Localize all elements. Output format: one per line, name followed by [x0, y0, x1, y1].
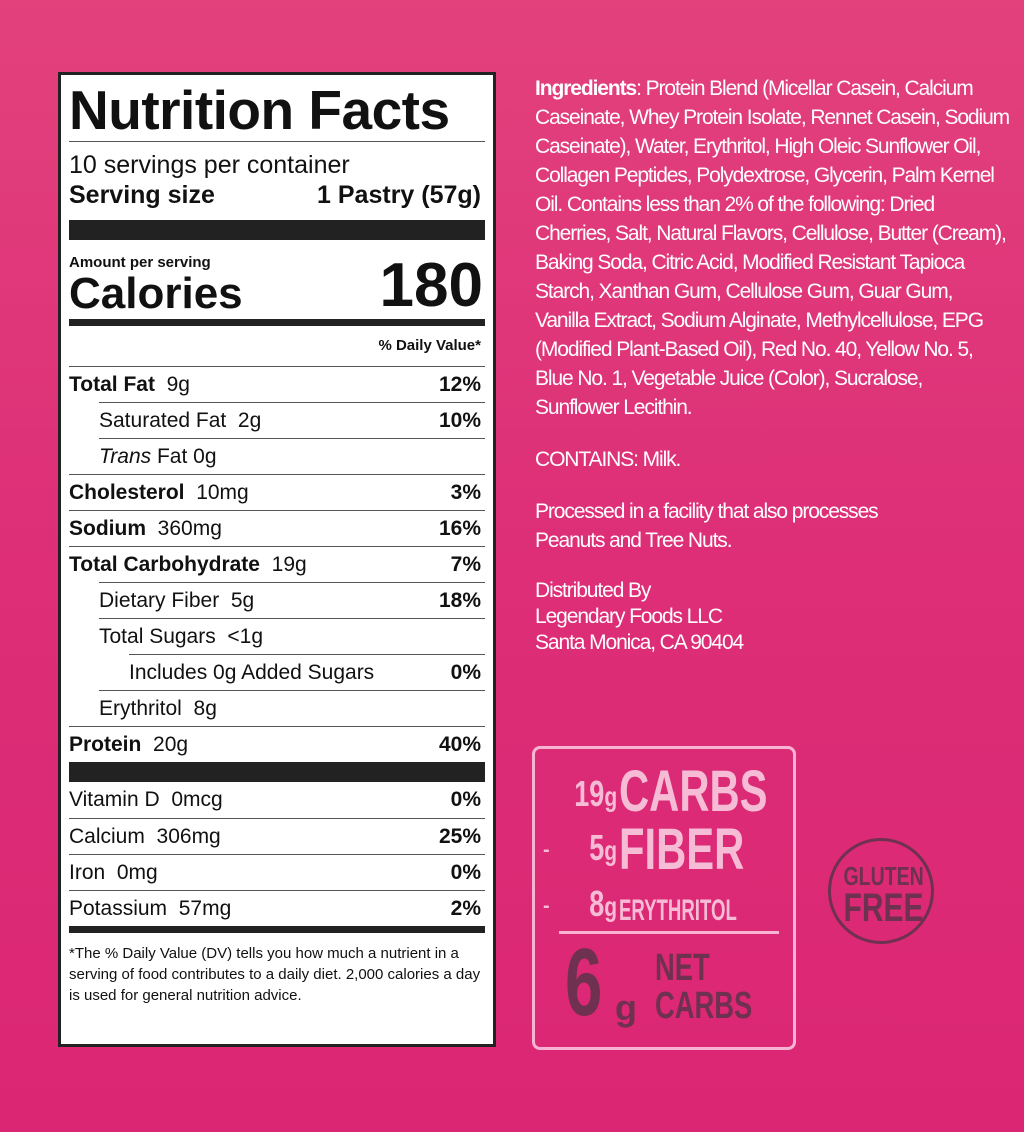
nutrient-name: Dietary Fiber 5g [99, 588, 255, 612]
divider-thick [69, 220, 485, 240]
facility-warning: Processed in a facility that also proces… [535, 500, 879, 552]
nutrient-row: Cholesterol 10mg 3% [69, 474, 485, 510]
divider-thick [69, 762, 485, 782]
divider-medium [69, 319, 485, 326]
badge-line1: GLUTEN [843, 861, 924, 891]
nutrient-daily-value: 10% [438, 408, 481, 432]
nutrient-daily-value: 18% [438, 588, 481, 612]
serving-size-value: 1 Pastry (57g) [317, 181, 481, 209]
vitamin-row: Potassium 57mg 2% [69, 890, 485, 926]
footnote: *The % Daily Value (DV) tells you how mu… [69, 945, 481, 1004]
vitamin-daily-value: 0% [450, 788, 481, 811]
nutrient-row: Sodium 360mg 16% [69, 510, 485, 546]
vitamin-daily-value: 0% [450, 860, 481, 884]
badge-line2: FREE [843, 886, 924, 930]
gluten-free-badge: GLUTEN FREE [828, 838, 934, 944]
vitamin-daily-value: 2% [450, 896, 481, 920]
nutrient-row: Erythritol 8g [99, 690, 485, 726]
nutrient-name: Trans Fat 0g [99, 444, 217, 468]
servings-per-container: 10 servings per container [69, 151, 350, 179]
calories-label: Calories [69, 269, 243, 318]
ingredients: Ingredients: Protein Blend (Micellar Cas… [535, 74, 1010, 422]
nutrition-facts-label: Nutrition Facts 10 servings per containe… [58, 72, 496, 1047]
net-carbs-result: 6 g NET CARBS [565, 929, 753, 1036]
nutrient-daily-value: 16% [438, 516, 481, 540]
nutrient-name: Cholesterol 10mg [69, 480, 249, 504]
nutrient-daily-value: 12% [438, 372, 481, 396]
calories: Calories 180 [69, 253, 485, 319]
nutrient-name: Total Sugars <1g [99, 624, 264, 648]
nutrient-name: Protein 20g [69, 732, 189, 756]
daily-value-header: % Daily Value* [378, 337, 481, 354]
serving-size: Serving size 1 Pastry (57g) [69, 180, 485, 210]
nutrient-name: Total Carbohydrate 19g [69, 552, 307, 576]
nutrient-daily-value: 3% [450, 480, 481, 504]
nutrient-name: Saturated Fat 2g [99, 408, 262, 432]
nutrient-row: Dietary Fiber 5g 18% [99, 582, 485, 618]
vitamin-name: Potassium 57mg [69, 896, 232, 920]
nutrient-row: Total Carbohydrate 19g 7% [69, 546, 485, 582]
nutrient-row: Saturated Fat 2g 10% [99, 402, 485, 438]
carb-line: -5g FIBER [543, 817, 745, 882]
label-title: Nutrition Facts [69, 79, 450, 141]
vitamin-row: Vitamin D 0mcg 0% [69, 782, 485, 818]
vitamin-row: Calcium 306mg 25% [69, 818, 485, 854]
nutrient-name: Includes 0g Added Sugars [129, 660, 375, 684]
nutrient-row: Total Fat 9g 12% [69, 366, 485, 402]
divider-medium [69, 926, 485, 933]
net-carbs-box: 19g CARBS -5g FIBER -8g ERYTHRITOL 6 g NET CARBS [532, 746, 796, 1050]
nutrient-daily-value: 7% [450, 552, 481, 576]
nutrient-row: Protein 20g 40% [69, 726, 485, 762]
allergen-contains: CONTAINS: Milk. [535, 448, 681, 471]
vitamin-daily-value: 25% [438, 824, 481, 848]
distributor: Distributed By Legendary Foods LLC Santa… [535, 578, 1010, 656]
company-address: Santa Monica, CA 90404 [535, 631, 744, 654]
ingredients-text: : Protein Blend (Micellar Casein, Calciu… [535, 77, 1010, 419]
amount-per-serving: Amount per serving [69, 254, 211, 271]
carb-line: -8g ERYTHRITOL [543, 883, 737, 927]
nutrient-row: Total Sugars <1g [99, 618, 485, 654]
distributed-by: Distributed By [535, 579, 651, 602]
nutrient-name: Sodium 360mg [69, 516, 222, 540]
nutrient-name: Erythritol 8g [99, 696, 217, 720]
nutrient-row: Includes 0g Added Sugars 0% [129, 654, 485, 690]
carb-line: 19g CARBS [574, 759, 768, 824]
vitamin-name: Vitamin D 0mcg [69, 788, 223, 811]
nutrient-name: Total Fat 9g [69, 372, 190, 396]
vitamin-name: Calcium 306mg [69, 824, 221, 848]
calories-value: 180 [379, 251, 483, 320]
vitamin-row: Iron 0mg 0% [69, 854, 485, 890]
serving-size-label: Serving size [69, 181, 215, 209]
nutrient-daily-value: 0% [450, 660, 481, 684]
vitamin-name: Iron 0mg [69, 860, 158, 884]
ingredients-heading: Ingredients [535, 77, 637, 100]
divider [559, 931, 779, 934]
nutrient-daily-value: 40% [438, 732, 481, 756]
company-name: Legendary Foods LLC [535, 605, 723, 628]
ingredients-panel: Ingredients: Protein Blend (Micellar Cas… [535, 74, 1010, 656]
nutrient-row: Trans Fat 0g [99, 438, 485, 474]
divider [69, 141, 485, 142]
